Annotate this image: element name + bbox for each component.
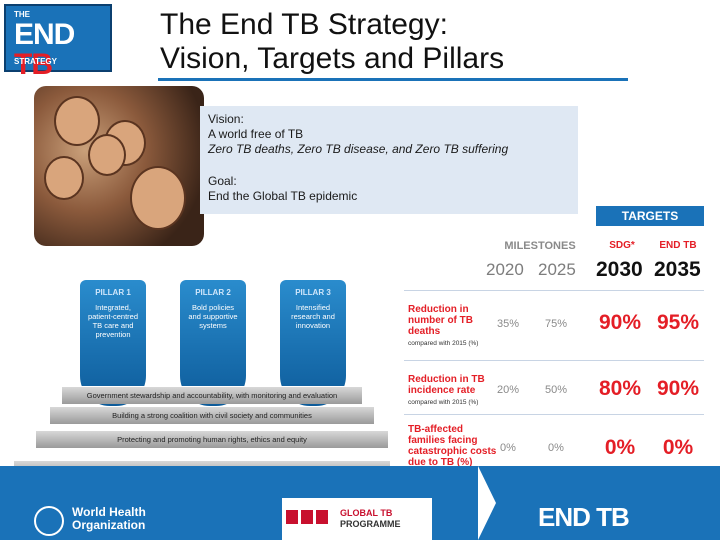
goal-text: End the Global TB epidemic [208, 189, 358, 203]
foundation-step-3: Protecting and promoting human rights, e… [36, 430, 388, 448]
footer-bar: World Health Organization GLOBAL TB PROG… [0, 466, 720, 540]
slide-title: The End TB Strategy: Vision, Targets and… [160, 8, 630, 76]
targets-header: TARGETS [596, 206, 704, 226]
row-separator [404, 414, 704, 415]
value-deaths-2030: 90% [598, 311, 642, 334]
milestones-label: MILESTONES [504, 240, 576, 252]
row-label-catastrophic-costs: TB-affected families facing catastrophic… [408, 424, 497, 468]
who-name: World Health Organization [72, 505, 146, 532]
logo-strategy: STRATEGY [14, 57, 57, 66]
value-costs-2020: 0% [500, 442, 516, 454]
year-2030: 2030 [596, 258, 643, 281]
row-label-incidence: Reduction in TB incidence rate compared … [408, 374, 485, 406]
title-underline [158, 78, 628, 81]
pillar-1: PILLAR 1 Integrated, patient-centred TB … [80, 280, 146, 406]
footer-arrow-icon [478, 466, 496, 540]
foundation-step-2: Building a strong coalition with civil s… [50, 406, 374, 424]
vision-text: A world free of TB [208, 127, 304, 141]
value-deaths-2020: 35% [496, 318, 520, 330]
title-line-2: Vision, Targets and Pillars [160, 42, 505, 75]
end-tb-footer-logo: END TB [538, 502, 630, 532]
row-label-deaths: Reduction in number of TB deaths compare… [408, 304, 479, 347]
sdg-label: SDG* [609, 240, 635, 251]
row-separator [404, 360, 704, 361]
goal-label: Goal: [208, 174, 237, 188]
value-costs-2025: 0% [548, 442, 564, 454]
year-2035: 2035 [654, 258, 701, 281]
value-incidence-2030: 80% [598, 377, 642, 400]
logo-end-tb: END TB [14, 18, 75, 81]
pillars-diagram: PILLAR 1 Integrated, patient-centred TB … [10, 268, 394, 484]
value-deaths-2035: 95% [656, 311, 700, 334]
row-separator [404, 290, 704, 291]
vision-goal-box: Vision: A world free of TB Zero TB death… [200, 106, 578, 214]
end-tb-strategy-logo: THE END TB STRATEGY [4, 4, 112, 80]
vision-subtext: Zero TB deaths, Zero TB disease, and Zer… [208, 142, 509, 156]
global-tb-programme-logo: GLOBAL TB PROGRAMME [282, 498, 432, 540]
pillar-2: PILLAR 2 Bold policies and supportive sy… [180, 280, 246, 406]
pillar-3: PILLAR 3 Intensified research and innova… [280, 280, 346, 406]
logo-the: THE [14, 10, 30, 19]
value-costs-2035: 0% [662, 436, 694, 459]
value-deaths-2025: 75% [544, 318, 568, 330]
year-2025: 2025 [538, 260, 576, 279]
who-emblem-icon [34, 506, 64, 536]
value-incidence-2035: 90% [656, 377, 700, 400]
value-costs-2030: 0% [604, 436, 636, 459]
vision-label: Vision: [208, 112, 244, 126]
value-incidence-2020: 20% [496, 384, 520, 396]
value-incidence-2025: 50% [544, 384, 568, 396]
year-2020: 2020 [486, 260, 524, 279]
end-tb-label: END TB [659, 240, 697, 251]
children-photo [34, 86, 204, 246]
title-line-1: The End TB Strategy: [160, 8, 448, 41]
foundation-step-1: Government stewardship and accountabilit… [62, 386, 362, 404]
